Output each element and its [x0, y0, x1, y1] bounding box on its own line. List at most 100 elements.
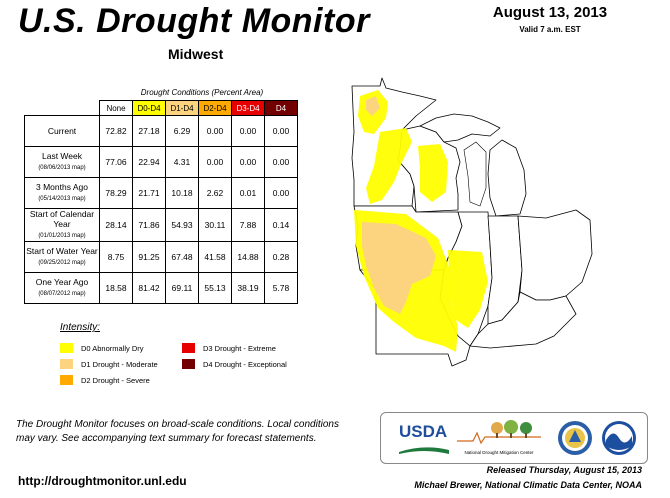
row-label-text: One Year Ago	[35, 277, 89, 287]
table-header-row: None D0-D4 D1-D4 D2-D4 D3-D4 D4	[25, 100, 298, 116]
table-row-3-months-ago: 3 Months Ago (05/14/2013 map) 78.29 21.71…	[24, 177, 298, 209]
row-label-sub: (01/01/2013 map)	[38, 233, 86, 239]
d1-area-iowa-mo	[362, 222, 436, 314]
d1-area-northwest-mn	[366, 96, 380, 116]
lake-michigan	[463, 141, 487, 207]
legend-label: D1 Drought - Moderate	[81, 359, 158, 369]
legend-swatch	[60, 375, 73, 385]
table-cell: 0.14	[264, 208, 298, 242]
table-cell: 30.11	[198, 208, 232, 242]
table-cell: 7.88	[231, 208, 265, 242]
website-link[interactable]: http://droughtmonitor.unl.edu	[18, 474, 187, 488]
table-cell: 8.75	[99, 241, 133, 273]
row-label: Last Week (08/06/2013 map)	[24, 146, 100, 178]
table-cell: 10.18	[165, 177, 199, 209]
legend-label: D0 Abnormally Dry	[81, 343, 144, 353]
table-cell: 14.88	[231, 241, 265, 273]
table-cell: 78.29	[99, 177, 133, 209]
table-cell: 54.93	[165, 208, 199, 242]
row-label: Start of Water Year (09/25/2012 map)	[24, 241, 100, 273]
legend-item-d0: D0 Abnormally Dry	[60, 343, 144, 353]
row-label-text: Start of Calendar Year	[29, 209, 95, 229]
drought-conditions-table: None D0-D4 D1-D4 D2-D4 D3-D4 D4 Current …	[24, 100, 298, 304]
map-date: August 13, 2013	[492, 4, 608, 21]
table-cell: 69.11	[165, 272, 199, 304]
table-row-start-of-calendar-year: Start of Calendar Year (01/01/2013 map) 2…	[24, 208, 298, 242]
ndmc-logo: National Drought Mitigation Center	[455, 419, 543, 459]
table-cell: 77.06	[99, 146, 133, 178]
table-cell: 0.00	[264, 177, 298, 209]
table-caption: Drought Conditions (Percent Area)	[140, 88, 264, 97]
table-row-last-week: Last Week (08/06/2013 map) 77.06 22.94 4.…	[24, 146, 298, 178]
legend-label: D2 Drought - Severe	[81, 375, 150, 385]
disclaimer-text: The Drought Monitor focuses on broad-sca…	[16, 419, 339, 444]
row-label-text: Last Week	[41, 151, 82, 161]
table-cell: 6.29	[165, 115, 199, 147]
legend-swatch	[60, 343, 73, 353]
row-label: One Year Ago (08/07/2012 map)	[24, 272, 100, 304]
ndmc-logo-text: National Drought Mitigation Center	[464, 450, 534, 455]
usda-swoosh-icon	[399, 447, 449, 454]
column-header-none: None	[99, 100, 133, 116]
table-cell: 0.28	[264, 241, 298, 273]
table-row-current: Current 72.82 27.18 6.29 0.00 0.00 0.00	[24, 115, 298, 147]
row-label-text: Current	[47, 126, 77, 136]
table-cell: 38.19	[231, 272, 265, 304]
row-label-sub: (08/06/2013 map)	[38, 165, 86, 171]
state-ohio	[517, 209, 593, 301]
state-michigan-lp	[487, 139, 527, 217]
page-title: U.S. Drought Monitor	[18, 2, 370, 40]
commerce-seal-icon	[558, 421, 592, 455]
midwest-drought-map	[351, 77, 593, 367]
table-cell: 72.82	[99, 115, 133, 147]
table-cell: 0.01	[231, 177, 265, 209]
row-label: Start of Calendar Year (01/01/2013 map)	[24, 208, 100, 242]
column-header-d1-d4: D1-D4	[165, 100, 199, 116]
column-header-d0-d4: D0-D4	[132, 100, 166, 116]
row-label: Current	[24, 115, 100, 147]
legend-item-d3: D3 Drought - Extreme	[182, 343, 276, 353]
column-header-d2-d4: D2-D4	[198, 100, 232, 116]
legend-title: Intensity:	[60, 322, 101, 333]
row-label-sub: (08/07/2012 map)	[38, 291, 86, 297]
legend-label: D3 Drought - Extreme	[203, 343, 276, 353]
table-cell: 18.58	[99, 272, 133, 304]
state-kentucky	[469, 291, 577, 349]
table-cell: 21.71	[132, 177, 166, 209]
legend-swatch	[60, 359, 73, 369]
table-row-start-of-water-year: Start of Water Year (09/25/2012 map) 8.75…	[24, 241, 298, 273]
noaa-logo-icon	[602, 421, 636, 455]
table-cell: 0.00	[198, 115, 232, 147]
table-row-one-year-ago: One Year Ago (08/07/2012 map) 18.58 81.42…	[24, 272, 298, 304]
legend-label: D4 Drought - Exceptional	[203, 359, 287, 369]
usda-logo: USDA	[399, 422, 449, 454]
column-header-d3-d4: D3-D4	[231, 100, 265, 116]
table-cell: 5.78	[264, 272, 298, 304]
table-cell: 67.48	[165, 241, 199, 273]
legend-item-d1: D1 Drought - Moderate	[60, 359, 158, 369]
ndmc-trees-icon	[457, 420, 541, 445]
region-title: Midwest	[168, 46, 224, 62]
row-label-text: 3 Months Ago	[36, 182, 88, 192]
table-cell: 0.00	[264, 146, 298, 178]
table-cell: 81.42	[132, 272, 166, 304]
legend-item-d4: D4 Drought - Exceptional	[182, 359, 287, 369]
table-cell: 22.94	[132, 146, 166, 178]
table-cell: 0.00	[231, 115, 265, 147]
legend-item-d2: D2 Drought - Severe	[60, 375, 150, 385]
legend-swatch	[182, 359, 195, 369]
column-header-d4: D4	[264, 100, 298, 116]
table-cell: 0.00	[198, 146, 232, 178]
table-cell: 0.00	[231, 146, 265, 178]
row-label: 3 Months Ago (05/14/2013 map)	[24, 177, 100, 209]
table-cell: 71.86	[132, 208, 166, 242]
release-date: Released Thursday, August 15, 2013	[486, 465, 642, 475]
table-cell: 2.62	[198, 177, 232, 209]
row-label-text: Start of Water Year	[26, 246, 98, 256]
usda-logo-text: USDA	[399, 422, 448, 441]
d0-area-illinois	[448, 250, 488, 328]
row-label-sub: (09/25/2012 map)	[38, 260, 86, 266]
sponsor-logos: USDA National Drought Mitigation Center	[380, 412, 648, 464]
d0-area-wisconsin	[418, 144, 448, 202]
state-michigan-up	[419, 113, 501, 143]
